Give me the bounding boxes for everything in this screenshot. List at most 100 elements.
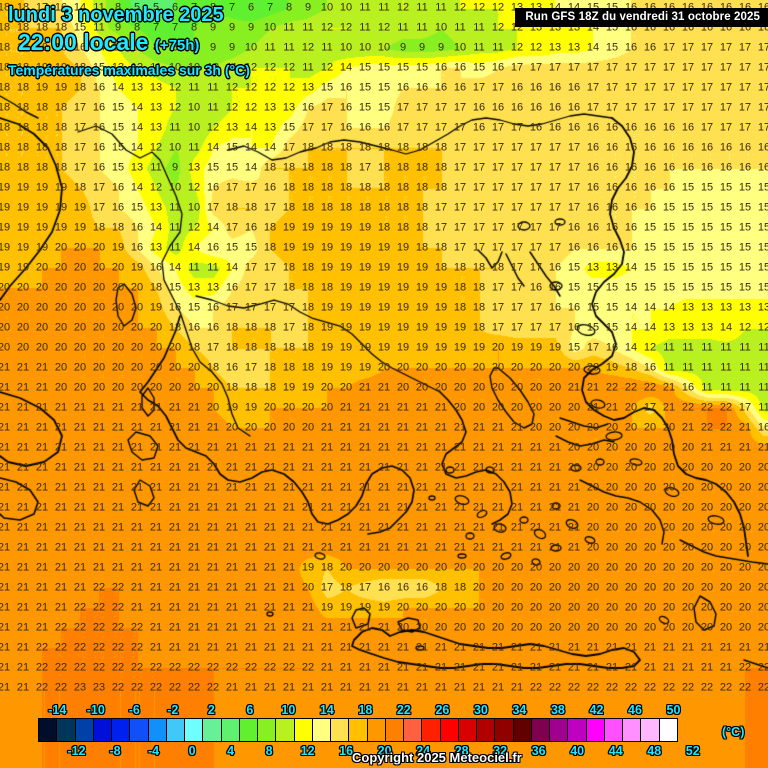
- grid-temperature-value: 21: [111, 561, 125, 574]
- legend-swatch[interactable]: [238, 718, 258, 742]
- grid-temperature-value: 12: [206, 121, 220, 134]
- grid-temperature-value: 20: [111, 321, 125, 334]
- grid-temperature-value: 20: [434, 601, 448, 614]
- legend-swatch[interactable]: [348, 718, 368, 742]
- grid-temperature-value: 19: [54, 61, 68, 74]
- grid-temperature-value: 21: [358, 661, 372, 674]
- legend-swatch[interactable]: [567, 718, 587, 742]
- grid-temperature-value: 11: [188, 261, 200, 274]
- grid-temperature-value: 21: [434, 501, 448, 514]
- legend-swatch[interactable]: [38, 718, 58, 742]
- legend-swatch[interactable]: [439, 718, 459, 742]
- legend-swatch[interactable]: [549, 718, 569, 742]
- legend-swatch[interactable]: [56, 718, 76, 742]
- grid-temperature-value: 16: [225, 281, 239, 294]
- color-scale-legend[interactable]: [38, 718, 678, 742]
- grid-temperature-value: 9: [209, 21, 217, 34]
- grid-temperature-value: 21: [244, 681, 258, 694]
- grid-temperature-value: 20: [282, 401, 296, 414]
- grid-temperature-value: 15: [738, 281, 752, 294]
- grid-temperature-value: 20: [700, 501, 714, 514]
- grid-temperature-value: 20: [529, 581, 543, 594]
- grid-temperature-value: 13: [605, 261, 619, 274]
- grid-temperature-value: 21: [358, 541, 372, 554]
- grid-temperature-value: 21: [700, 441, 714, 454]
- grid-temperature-value: 17: [225, 181, 239, 194]
- grid-temperature-value: 20: [548, 561, 562, 574]
- grid-temperature-value: 9: [209, 41, 217, 54]
- grid-temperature-value: 21: [434, 661, 448, 674]
- grid-temperature-value: 15: [738, 261, 752, 274]
- grid-temperature-value: 18: [434, 581, 448, 594]
- grid-temperature-value: 21: [73, 401, 87, 414]
- legend-swatch[interactable]: [129, 718, 149, 742]
- grid-temperature-value: 11: [378, 1, 390, 14]
- legend-swatch[interactable]: [603, 718, 623, 742]
- legend-swatch[interactable]: [366, 718, 386, 742]
- grid-temperature-value: 19: [35, 201, 49, 214]
- grid-temperature-value: 20: [301, 581, 315, 594]
- grid-temperature-value: 15: [662, 261, 676, 274]
- grid-temperature-value: 20: [719, 521, 733, 534]
- legend-swatch[interactable]: [293, 718, 313, 742]
- forecast-time-label: 22:00 locale (+75h): [18, 29, 250, 56]
- grid-temperature-value: 21: [358, 441, 372, 454]
- grid-temperature-value: 16: [434, 81, 448, 94]
- grid-temperature-value: 21: [187, 561, 201, 574]
- grid-temperature-value: 20: [757, 601, 768, 614]
- legend-swatch[interactable]: [165, 718, 185, 742]
- grid-temperature-value: 20: [567, 621, 581, 634]
- grid-temperature-value: 21: [320, 621, 334, 634]
- grid-temperature-value: 17: [548, 221, 562, 234]
- grid-temperature-value: 17: [605, 61, 619, 74]
- grid-temperature-value: 20: [567, 561, 581, 574]
- grid-temperature-value: 15: [111, 161, 125, 174]
- grid-temperature-value: 18: [339, 141, 353, 154]
- grid-temperature-value: 10: [130, 41, 144, 54]
- legend-swatch[interactable]: [512, 718, 532, 742]
- grid-temperature-value: 13: [149, 201, 163, 214]
- legend-swatch[interactable]: [530, 718, 550, 742]
- legend-swatch[interactable]: [74, 718, 94, 742]
- legend-swatch[interactable]: [640, 718, 660, 742]
- legend-swatch[interactable]: [202, 718, 222, 742]
- legend-swatch[interactable]: [111, 718, 131, 742]
- grid-temperature-value: 11: [169, 121, 181, 134]
- legend-swatch[interactable]: [275, 718, 295, 742]
- grid-temperature-value: 11: [302, 21, 314, 34]
- legend-swatch[interactable]: [658, 718, 678, 742]
- legend-swatch[interactable]: [622, 718, 642, 742]
- legend-swatch[interactable]: [147, 718, 167, 742]
- grid-temperature-value: 16: [700, 161, 714, 174]
- legend-swatch[interactable]: [421, 718, 441, 742]
- grid-temperature-value: 18: [16, 1, 30, 14]
- grid-temperature-value: 21: [415, 521, 429, 534]
- legend-swatch[interactable]: [403, 718, 423, 742]
- legend-swatch[interactable]: [476, 718, 496, 742]
- grid-temperature-value: 20: [681, 581, 695, 594]
- legend-swatch[interactable]: [92, 718, 112, 742]
- grid-temperature-value: 17: [529, 181, 543, 194]
- grid-temperature-value: 21: [16, 501, 30, 514]
- copyright-label: Copyright 2025 Meteociel.fr: [352, 750, 522, 765]
- legend-swatch[interactable]: [330, 718, 350, 742]
- grid-temperature-value: 21: [168, 461, 182, 474]
- legend-swatch[interactable]: [585, 718, 605, 742]
- grid-temperature-value: 21: [605, 401, 619, 414]
- legend-swatch[interactable]: [457, 718, 477, 742]
- grid-temperature-value: 14: [130, 141, 144, 154]
- grid-temperature-value: 15: [130, 201, 144, 214]
- legend-swatch[interactable]: [257, 718, 277, 742]
- grid-temperature-value: 21: [320, 521, 334, 534]
- legend-swatch[interactable]: [384, 718, 404, 742]
- legend-swatch[interactable]: [220, 718, 240, 742]
- legend-tick-label: -12: [67, 744, 86, 758]
- legend-swatch[interactable]: [184, 718, 204, 742]
- grid-temperature-value: 21: [472, 501, 486, 514]
- grid-temperature-value: 16: [548, 281, 562, 294]
- grid-temperature-value: 21: [0, 601, 11, 614]
- legend-swatch[interactable]: [311, 718, 331, 742]
- legend-swatch[interactable]: [494, 718, 514, 742]
- grid-temperature-value: 21: [168, 561, 182, 574]
- grid-temperature-value: 21: [738, 441, 752, 454]
